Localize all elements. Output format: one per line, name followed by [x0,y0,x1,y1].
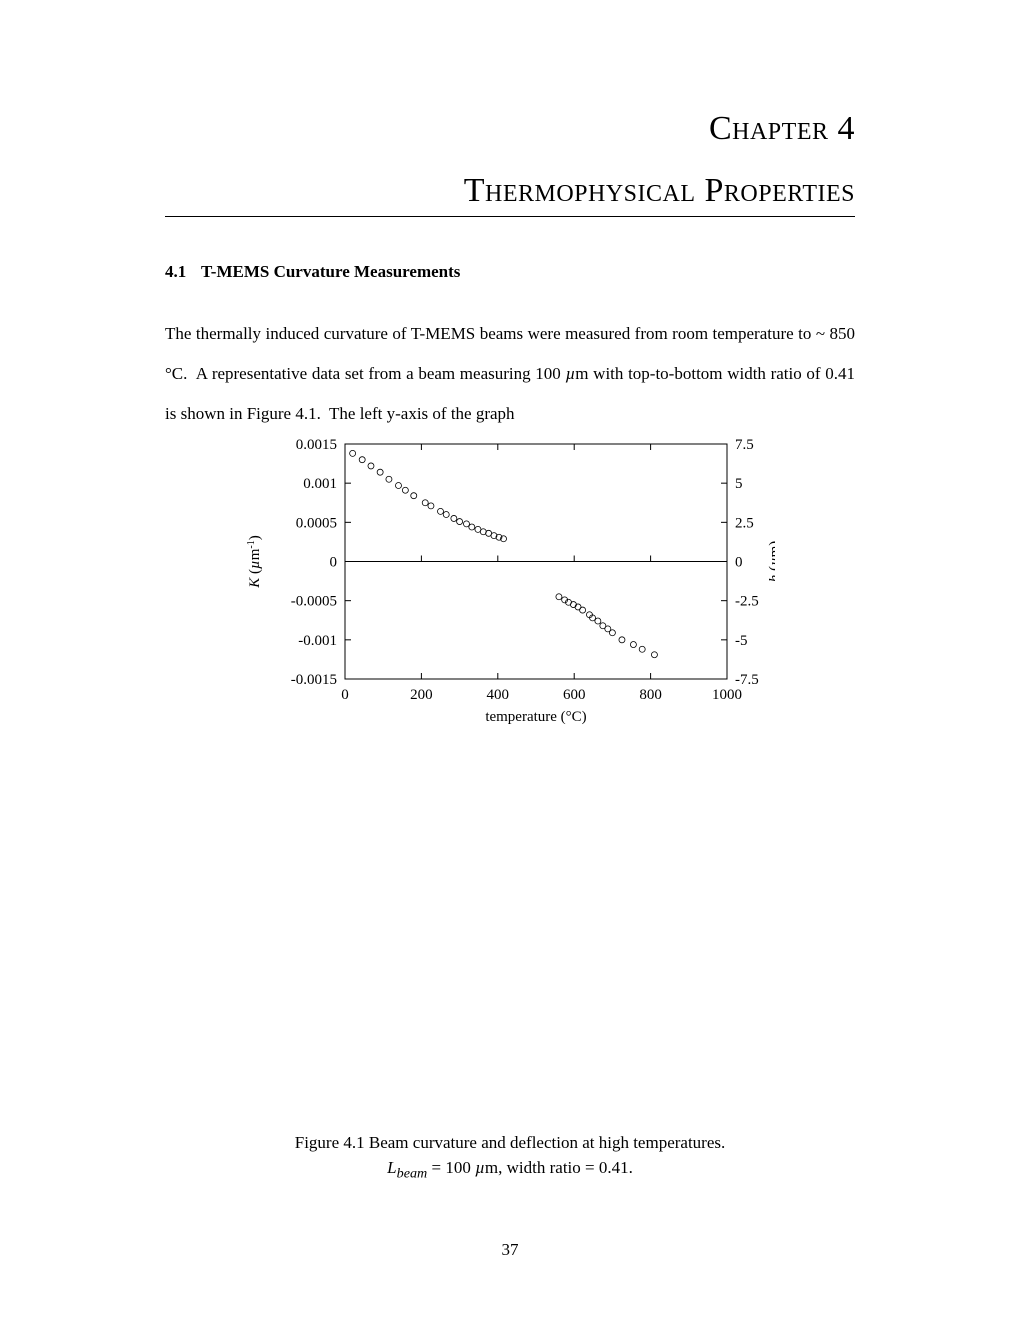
svg-text:K (µm-1): K (µm-1) [246,535,264,588]
curvature-chart: 0 200 400 600 800 1000 -0.0015 -0.001 -0.0005 0 0.… [245,434,775,744]
svg-text:-0.0005: -0.0005 [291,593,337,609]
section-heading: 4.1T-MEMS Curvature Measurements [165,262,855,282]
figure-caption: Figure 4.1 Beam curvature and deflection… [165,1130,855,1185]
svg-text:-5: -5 [735,633,748,649]
svg-text:-0.0015: -0.0015 [291,672,337,688]
svg-text:0.0005: 0.0005 [296,515,337,531]
svg-text:200: 200 [410,687,433,703]
svg-text:5: 5 [735,476,743,492]
svg-text:0: 0 [330,554,338,570]
section-title: T-MEMS Curvature Measurements [201,262,460,281]
caption-line2-rest: = 100 µm, width ratio = 0.41. [427,1158,633,1177]
svg-text:-0.001: -0.001 [298,633,337,649]
svg-text:0: 0 [341,687,349,703]
svg-text:0.0015: 0.0015 [296,437,337,453]
page: Chapter 4 Thermophysical Properties 4.1T… [0,0,1020,1320]
svg-text:-7.5: -7.5 [735,672,759,688]
chart-container: 0 200 400 600 800 1000 -0.0015 -0.001 -0.0005 0 0.… [165,434,855,744]
svg-text:2.5: 2.5 [735,515,754,531]
svg-text:h (µm): h (µm) [767,541,775,583]
svg-text:600: 600 [563,687,586,703]
body-paragraph: The thermally induced curvature of T-MEM… [165,314,855,434]
section-number: 4.1 [165,262,201,282]
caption-beam-sub: beam [397,1166,428,1182]
page-number: 37 [0,1240,1020,1260]
svg-text:0.001: 0.001 [303,476,337,492]
svg-text:0: 0 [735,554,743,570]
divider [165,216,855,217]
chapter-subtitle: Thermophysical Properties [165,172,855,210]
caption-line1: Figure 4.1 Beam curvature and deflection… [295,1133,726,1152]
caption-L-italic: L [387,1158,396,1177]
svg-text:7.5: 7.5 [735,437,754,453]
svg-text:-2.5: -2.5 [735,593,759,609]
chapter-title: Chapter 4 [165,110,855,148]
svg-text:1000: 1000 [712,687,742,703]
svg-text:400: 400 [487,687,510,703]
svg-text:temperature (°C): temperature (°C) [485,709,586,725]
svg-text:800: 800 [639,687,662,703]
